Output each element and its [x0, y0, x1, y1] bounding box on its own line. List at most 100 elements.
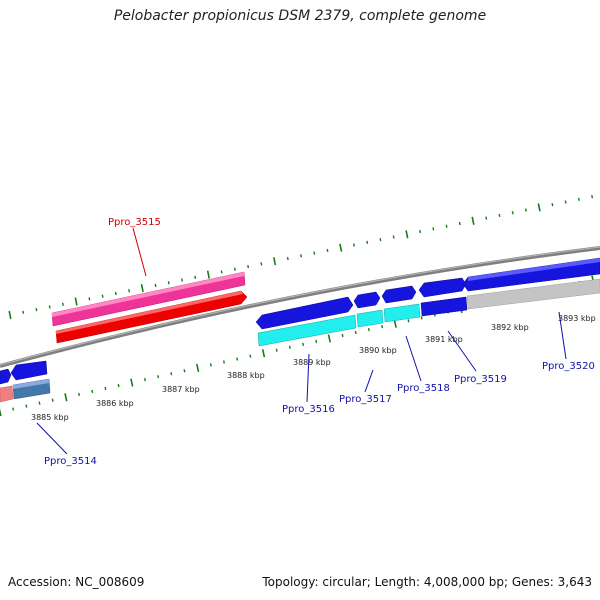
major-tick [405, 230, 409, 239]
minor-tick [392, 235, 395, 239]
minor-tick [22, 310, 25, 314]
scale-label: 3892 kbp [491, 323, 529, 332]
minor-tick [233, 267, 236, 271]
gene-ppro-3516-inner[interactable] [257, 314, 357, 347]
gene-label-ppro-3517[interactable]: Ppro_3517 [339, 394, 392, 405]
gene-label-ppro-3514[interactable]: Ppro_3514 [44, 456, 97, 467]
scale-label: 3887 kbp [162, 385, 200, 394]
minor-tick [381, 325, 384, 329]
minor-tick [167, 281, 170, 285]
gene-ppro-3515-inner[interactable] [55, 290, 248, 344]
minor-tick [25, 404, 28, 408]
minor-tick [300, 254, 303, 258]
gene-ppro-3518[interactable] [381, 285, 417, 304]
minor-tick [247, 264, 250, 269]
major-tick [8, 310, 12, 320]
major-tick [339, 243, 343, 252]
minor-tick [313, 251, 316, 255]
minor-tick [302, 342, 305, 346]
minor-tick [143, 378, 146, 382]
genome-summary-text: Topology: circular; Length: 4,008,000 bp… [262, 575, 592, 589]
minor-tick [379, 238, 382, 242]
gene-ppro-3515-inner-highlight [56, 291, 243, 334]
gene-ppro-3513-inner[interactable] [0, 385, 14, 403]
minor-tick [445, 224, 448, 228]
major-tick [64, 393, 68, 402]
gene-ppro-3519[interactable] [418, 277, 467, 298]
major-tick [206, 270, 211, 279]
gene-label-ppro-3520[interactable]: Ppro_3520 [542, 361, 595, 372]
minor-tick [498, 213, 501, 218]
major-tick [261, 349, 266, 358]
gene-ppro-3517[interactable] [353, 291, 381, 309]
minor-tick [128, 289, 131, 293]
major-tick [130, 378, 134, 387]
minor-tick [485, 216, 488, 220]
gene-ppro-3518-inner[interactable] [383, 303, 421, 323]
scale-label: 3889 kbp [293, 358, 331, 367]
gene-label-ppro-3516[interactable]: Ppro_3516 [282, 404, 335, 415]
major-tick [0, 408, 2, 417]
leader-ppro-3519 [447, 330, 477, 372]
leader-ppro-3518 [405, 335, 422, 382]
minor-tick [511, 211, 514, 215]
minor-tick [157, 375, 160, 379]
genome-backbone [0, 246, 600, 368]
minor-tick [222, 360, 225, 364]
major-tick [327, 334, 332, 343]
minor-tick [154, 283, 157, 288]
minor-tick [315, 339, 318, 343]
minor-tick [38, 401, 41, 405]
gene-label-ppro-3518[interactable]: Ppro_3518 [397, 383, 450, 394]
leader-ppro-3517 [364, 369, 374, 393]
minor-tick [366, 240, 369, 244]
scale-label: 3888 kbp [227, 371, 265, 380]
minor-tick [170, 372, 173, 376]
major-tick [140, 284, 144, 293]
minor-tick [194, 275, 197, 279]
gene-label-ppro-3515[interactable]: Ppro_3515 [108, 217, 161, 228]
leader-ppro-3520 [558, 311, 567, 360]
minor-tick [354, 330, 357, 335]
minor-tick [51, 398, 54, 402]
minor-tick [432, 227, 435, 231]
major-tick [471, 216, 475, 225]
gene-label-ppro-3519[interactable]: Ppro_3519 [454, 374, 507, 385]
leader-ppro-3516 [306, 353, 310, 403]
minor-tick [88, 297, 91, 301]
gene-ppro-3513[interactable] [0, 368, 12, 385]
minor-tick [117, 383, 120, 388]
minor-tick [419, 229, 422, 234]
minor-tick [458, 221, 461, 226]
genome-backbone-highlight [0, 246, 600, 366]
minor-tick [352, 243, 355, 247]
gene-ppro-3517-inner[interactable] [356, 309, 384, 328]
minor-tick [48, 305, 51, 309]
minor-tick [104, 386, 107, 391]
minor-tick [591, 195, 594, 199]
gene-ppro-3516[interactable] [255, 296, 354, 330]
gene-ppro-3515-outer-highlight [52, 272, 244, 317]
minor-tick [12, 407, 15, 411]
minor-tick [275, 348, 278, 352]
gene-ppro-3520-highlight [468, 258, 600, 281]
scale-label: 3893 kbp [558, 314, 596, 323]
minor-tick [286, 256, 289, 261]
scale-label: 3886 kbp [96, 399, 134, 408]
minor-tick [236, 357, 239, 361]
major-tick [537, 203, 541, 212]
minor-tick [326, 248, 329, 253]
major-tick [74, 297, 78, 306]
gene-ppro-3514[interactable] [10, 360, 48, 381]
scale-label: 3891 kbp [425, 335, 463, 344]
scale-label: 3885 kbp [31, 413, 69, 422]
outer-tick-ring [8, 195, 594, 320]
minor-tick [183, 369, 186, 373]
gene-ppro-3520-inner[interactable] [466, 278, 600, 310]
minor-tick [114, 291, 117, 296]
minor-tick [209, 363, 212, 367]
gene-ppro-3519-inner[interactable] [420, 296, 468, 317]
label-leaders [36, 311, 567, 455]
minor-tick [367, 327, 370, 332]
